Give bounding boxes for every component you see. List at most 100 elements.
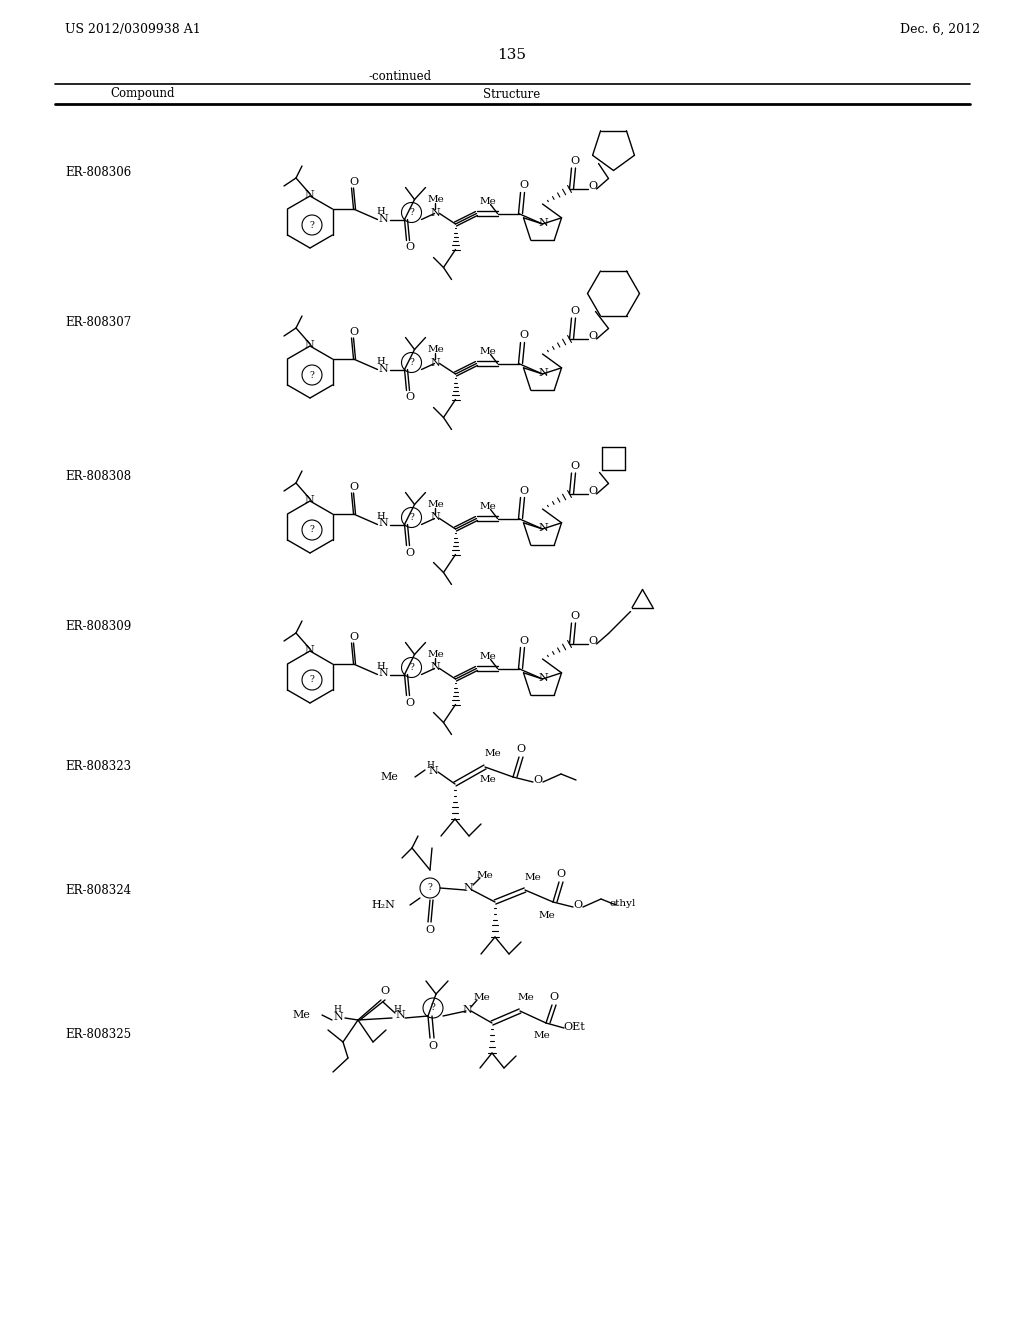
Text: N: N xyxy=(462,1005,472,1015)
Text: O: O xyxy=(404,697,414,708)
Text: ?: ? xyxy=(428,883,432,892)
Text: ?: ? xyxy=(309,525,314,535)
Text: OEt: OEt xyxy=(563,1022,585,1032)
Text: N: N xyxy=(428,766,438,776)
Text: ethyl: ethyl xyxy=(610,899,636,908)
Text: N: N xyxy=(379,519,388,528)
Text: N: N xyxy=(333,1012,343,1022)
Text: ?: ? xyxy=(410,663,414,672)
Text: N: N xyxy=(379,363,388,374)
Text: N: N xyxy=(304,495,314,506)
Text: ER-808325: ER-808325 xyxy=(65,1028,131,1041)
Text: H: H xyxy=(376,512,385,521)
Text: ?: ? xyxy=(410,209,414,216)
Text: O: O xyxy=(519,486,528,495)
Text: Me: Me xyxy=(427,649,443,659)
Text: Me: Me xyxy=(484,750,502,759)
Text: ?: ? xyxy=(431,1003,435,1012)
Text: Me: Me xyxy=(479,347,496,356)
Text: Structure: Structure xyxy=(483,87,541,100)
Text: O: O xyxy=(556,869,565,879)
Text: O: O xyxy=(428,1041,437,1051)
Text: N: N xyxy=(431,207,440,218)
Text: ER-808308: ER-808308 xyxy=(65,470,131,483)
Text: H: H xyxy=(376,356,385,366)
Text: Me: Me xyxy=(427,345,443,354)
Text: ?: ? xyxy=(309,371,314,380)
Text: O: O xyxy=(381,986,389,997)
Text: ER-808306: ER-808306 xyxy=(65,165,131,178)
Text: Me: Me xyxy=(427,500,443,510)
Text: O: O xyxy=(349,482,358,492)
Text: N: N xyxy=(539,368,549,378)
Text: O: O xyxy=(588,636,597,645)
Text: US 2012/0309938 A1: US 2012/0309938 A1 xyxy=(65,22,201,36)
Text: O: O xyxy=(588,486,597,496)
Text: ER-808324: ER-808324 xyxy=(65,883,131,896)
Text: H: H xyxy=(393,1005,401,1014)
Text: Me: Me xyxy=(479,652,496,661)
Text: Me: Me xyxy=(479,197,496,206)
Text: O: O xyxy=(588,331,597,341)
Text: Me: Me xyxy=(479,776,497,784)
Text: H: H xyxy=(333,1006,341,1015)
Text: Me: Me xyxy=(534,1031,550,1040)
Text: H: H xyxy=(376,207,385,216)
Text: ?: ? xyxy=(309,676,314,685)
Text: H: H xyxy=(426,762,434,771)
Text: ?: ? xyxy=(410,513,414,521)
Text: O: O xyxy=(573,900,583,909)
Text: O: O xyxy=(519,635,528,645)
Text: O: O xyxy=(570,306,580,315)
Text: N: N xyxy=(539,218,549,228)
Text: N: N xyxy=(304,645,314,655)
Text: Me: Me xyxy=(517,994,535,1002)
Text: O: O xyxy=(534,775,543,785)
Text: O: O xyxy=(349,632,358,642)
Text: N: N xyxy=(304,190,314,201)
Text: O: O xyxy=(349,177,358,187)
Text: N: N xyxy=(463,883,473,894)
Text: H₂N: H₂N xyxy=(371,900,395,909)
Text: Me: Me xyxy=(476,870,494,879)
Text: N: N xyxy=(539,523,549,533)
Text: O: O xyxy=(425,925,434,935)
Text: ?: ? xyxy=(410,358,414,367)
Text: H: H xyxy=(376,663,385,671)
Text: ER-808323: ER-808323 xyxy=(65,760,131,774)
Text: N: N xyxy=(379,214,388,223)
Text: Me: Me xyxy=(292,1010,310,1020)
Text: N: N xyxy=(304,341,314,350)
Text: O: O xyxy=(519,181,528,190)
Text: N: N xyxy=(431,512,440,523)
Text: O: O xyxy=(570,461,580,471)
Text: Dec. 6, 2012: Dec. 6, 2012 xyxy=(900,22,980,36)
Text: ER-808309: ER-808309 xyxy=(65,620,131,634)
Text: O: O xyxy=(588,181,597,191)
Text: O: O xyxy=(404,548,414,557)
Text: ?: ? xyxy=(309,220,314,230)
Text: O: O xyxy=(349,327,358,337)
Text: O: O xyxy=(570,156,580,166)
Text: O: O xyxy=(516,744,525,754)
Text: Me: Me xyxy=(474,993,490,1002)
Text: O: O xyxy=(519,330,528,341)
Text: Me: Me xyxy=(479,502,496,511)
Text: N: N xyxy=(379,668,388,678)
Text: O: O xyxy=(404,243,414,252)
Text: Me: Me xyxy=(380,772,398,781)
Text: O: O xyxy=(570,611,580,620)
Text: 135: 135 xyxy=(498,48,526,62)
Text: ER-808307: ER-808307 xyxy=(65,315,131,329)
Text: N: N xyxy=(431,663,440,672)
Text: Me: Me xyxy=(427,195,443,205)
Text: N: N xyxy=(431,358,440,367)
Text: Me: Me xyxy=(539,911,555,920)
Text: N: N xyxy=(539,673,549,682)
Text: N: N xyxy=(395,1010,404,1020)
Text: -continued: -continued xyxy=(369,70,431,82)
Text: O: O xyxy=(550,993,558,1002)
Text: O: O xyxy=(404,392,414,403)
Text: Me: Me xyxy=(524,873,542,882)
Text: Compound: Compound xyxy=(110,87,174,100)
